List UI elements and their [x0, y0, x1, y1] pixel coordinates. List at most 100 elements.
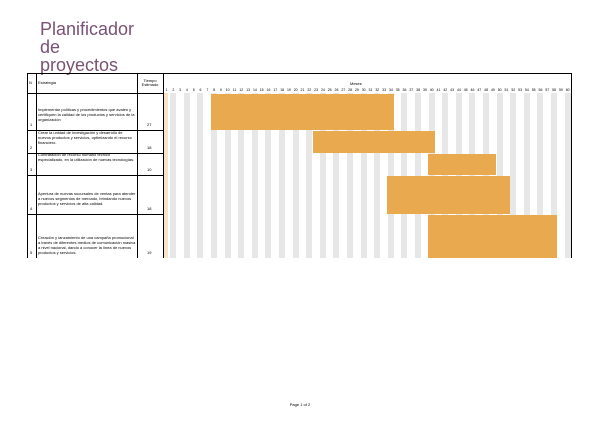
week-number: 44: [456, 88, 461, 92]
week-number: 13: [246, 88, 251, 92]
row-number: 3: [30, 167, 33, 172]
header-time: Tiempo Estimado: [141, 78, 159, 87]
week-number: 34: [388, 88, 393, 92]
week-number: 15: [259, 88, 264, 92]
week-number: 30: [361, 88, 366, 92]
week-number: 45: [463, 88, 468, 92]
week-number: 24: [320, 88, 325, 92]
week-number: 54: [524, 88, 529, 92]
title-line: proyectos: [40, 55, 119, 75]
table-rule: [27, 93, 163, 94]
week-number: 59: [558, 88, 563, 92]
week-number: 16: [266, 88, 271, 92]
table-rule: [27, 73, 571, 74]
week-number: 43: [450, 88, 455, 92]
week-stripe: [265, 93, 272, 258]
week-stripe: [442, 93, 449, 258]
week-number: 36: [402, 88, 407, 92]
week-stripe: [224, 93, 231, 258]
week-stripe: [347, 93, 353, 258]
week-stripe: [374, 93, 381, 258]
week-stripe: [279, 93, 285, 258]
week-number: 28: [348, 88, 353, 92]
week-number: 12: [239, 88, 244, 92]
week-number: 37: [409, 88, 414, 92]
week-stripe: [251, 93, 258, 258]
estimated-time: 18: [147, 206, 152, 211]
week-number: 21: [300, 88, 305, 92]
week-stripe: [183, 93, 190, 258]
project-planner-table: N Estrategia Tiempo Estimado Meses 1 Impl…: [27, 73, 572, 258]
week-number: 52: [511, 88, 516, 92]
strategy-text: Crear la unidad de investigación y desar…: [38, 130, 132, 145]
strategy-text: Apertura de nuevas sucursales de ventas …: [38, 191, 136, 206]
week-number: 8: [213, 88, 216, 92]
week-number: 10: [225, 88, 230, 92]
week-number: 31: [368, 88, 373, 92]
table-rule: [163, 73, 164, 258]
week-number: 1: [165, 88, 168, 92]
week-stripe: [496, 93, 503, 258]
week-number: 19: [286, 88, 291, 92]
week-number: 9: [219, 88, 222, 92]
week-stripe: [387, 93, 394, 258]
week-number: 39: [422, 88, 427, 92]
week-stripe: [415, 93, 421, 258]
row-number: 2: [30, 145, 33, 150]
header-strategy: Estrategia: [38, 80, 57, 85]
week-number: 18: [280, 88, 285, 92]
week-stripe: [211, 93, 217, 258]
week-stripe: [428, 93, 435, 258]
week-stripe: [401, 93, 408, 258]
week-number: 42: [443, 88, 448, 92]
week-number: 5: [192, 88, 195, 92]
header-number: N: [29, 80, 32, 85]
week-number: 11: [232, 88, 237, 92]
week-stripe: [469, 93, 476, 258]
table-rule: [571, 73, 572, 258]
week-number: 26: [334, 88, 339, 92]
week-number: 47: [477, 88, 482, 92]
gantt-grid: [163, 93, 571, 258]
week-number: 53: [518, 88, 523, 92]
week-stripe: [510, 93, 517, 258]
week-number: 32: [375, 88, 380, 92]
task-bar: [312, 131, 435, 153]
task-bar: [387, 176, 510, 214]
table-rule: [27, 214, 163, 215]
week-number: 55: [531, 88, 536, 92]
table-rule: [36, 73, 37, 258]
estimated-time: 18: [147, 145, 152, 150]
week-number: 58: [552, 88, 557, 92]
estimated-time: 10: [147, 167, 152, 172]
week-number: 33: [382, 88, 387, 92]
week-stripe: [564, 93, 571, 258]
header-months: Meses: [350, 81, 362, 86]
week-number: 3: [179, 88, 182, 92]
week-number: 56: [538, 88, 543, 92]
week-number: 4: [185, 88, 188, 92]
table-rule: [27, 73, 28, 258]
row-number: 5: [30, 250, 33, 255]
estimated-time: 19: [147, 250, 152, 255]
week-number: 48: [484, 88, 489, 92]
week-stripe: [537, 93, 544, 258]
week-number: 20: [293, 88, 298, 92]
week-number: 50: [497, 88, 502, 92]
task-bar: [428, 154, 497, 175]
week-number: 17: [273, 88, 278, 92]
week-number: 41: [436, 88, 441, 92]
week-stripe: [292, 93, 299, 258]
week-stripe: [523, 93, 530, 258]
strategy-text: Creación y lanzamiento de una campaña pr…: [38, 235, 136, 255]
week-number: 38: [416, 88, 421, 92]
page-footer: Page 1 of 2: [289, 402, 311, 407]
week-stripe: [319, 93, 326, 258]
week-number: 46: [470, 88, 475, 92]
first-week-column: [163, 93, 168, 258]
row-number: 4: [30, 206, 33, 211]
week-stripe: [170, 93, 177, 258]
week-number: 40: [429, 88, 434, 92]
week-stripe: [197, 93, 204, 258]
week-number: 57: [545, 88, 550, 92]
